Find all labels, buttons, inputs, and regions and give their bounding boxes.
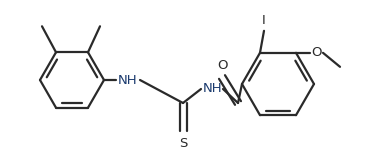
Text: NH: NH <box>118 74 137 87</box>
Text: O: O <box>217 59 227 72</box>
Text: S: S <box>179 137 187 150</box>
Text: NH: NH <box>203 82 223 95</box>
Text: O: O <box>311 46 321 59</box>
Text: I: I <box>262 14 266 27</box>
